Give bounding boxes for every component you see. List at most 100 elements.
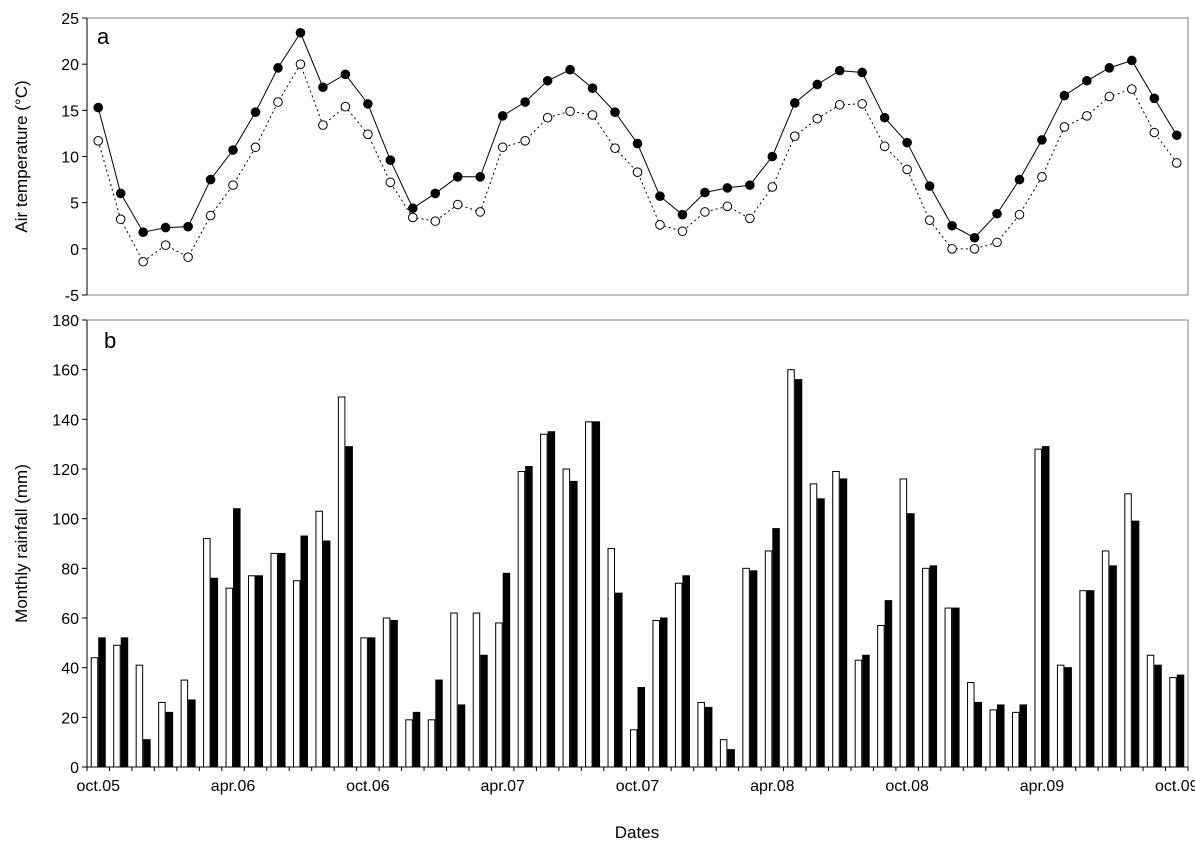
panel-b-y-tick-label: 100: [52, 512, 79, 529]
panel-b-y-tick-label: 160: [52, 363, 79, 380]
data-point-filled: [1127, 55, 1137, 66]
bar-filled: [907, 513, 915, 768]
bar-filled: [277, 552, 286, 768]
bar-open: [1079, 590, 1087, 768]
bar-filled: [480, 654, 488, 768]
panel-b-label: b: [104, 328, 116, 353]
x-tick-label: oct.08: [885, 778, 929, 795]
bar-open: [315, 510, 323, 768]
panel-b-bars: [90, 369, 1185, 768]
bar-filled: [390, 619, 398, 768]
panel-b-y-tick-label: 180: [52, 313, 79, 330]
data-point-open: [385, 177, 396, 188]
data-point-open: [160, 240, 171, 250]
bar-filled: [952, 607, 960, 768]
data-point-open: [722, 201, 733, 212]
data-point-filled: [789, 98, 800, 108]
bar-open: [832, 470, 840, 768]
data-point-open: [700, 207, 710, 217]
x-tick-label: apr.07: [480, 778, 525, 795]
bar-open: [1169, 677, 1177, 768]
panel-a-temperature-chart: a Air temperature (°C) -5 0 5 10 15 20 25: [12, 11, 1189, 305]
data-point-open: [992, 237, 1002, 248]
bar-open: [270, 552, 278, 768]
data-point-filled: [902, 137, 912, 148]
data-point-open: [93, 136, 104, 146]
data-point-filled: [160, 222, 171, 233]
data-point-open: [318, 120, 328, 130]
bar-filled: [682, 575, 690, 768]
bar-open: [225, 587, 234, 768]
panel-a-label: a: [97, 24, 110, 49]
panel-a-y-tick-label: -5: [65, 288, 79, 305]
bar-open: [135, 664, 144, 768]
bar-filled: [143, 739, 151, 768]
bar-filled: [345, 446, 353, 768]
bar-filled: [98, 637, 106, 768]
bar-open: [540, 433, 548, 768]
bar-filled: [525, 466, 533, 768]
data-point-filled: [475, 172, 486, 182]
panel-b-y-axis-label: Monthly rainfall (mm): [12, 464, 31, 623]
bar-filled: [1109, 565, 1117, 768]
series-line-open: [97, 63, 1178, 263]
data-point-filled: [610, 107, 620, 117]
bar-filled: [997, 704, 1005, 768]
data-point-filled: [1149, 93, 1160, 104]
bar-filled: [502, 572, 511, 768]
data-point-open: [632, 167, 643, 177]
data-point-open: [924, 215, 935, 226]
bar-open: [922, 567, 930, 768]
data-point-filled: [250, 107, 261, 117]
bar-filled: [727, 749, 735, 768]
data-point-open: [430, 216, 441, 226]
data-point-open: [969, 244, 980, 254]
panel-b-y-axis-label-group: Monthly rainfall (mm): [12, 464, 31, 623]
bar-open: [719, 739, 728, 768]
data-point-filled: [1171, 130, 1182, 141]
panel-b-y-tick-label: 20: [61, 710, 79, 727]
bar-filled: [615, 592, 623, 768]
bar-open: [877, 624, 885, 768]
bar-open: [113, 644, 121, 768]
x-tick-label: oct.09: [1155, 778, 1195, 795]
data-point-open: [1149, 127, 1160, 138]
bar-filled: [1176, 674, 1185, 768]
bar-open: [450, 612, 458, 768]
data-point-open: [205, 210, 216, 221]
data-point-filled: [834, 65, 845, 76]
data-point-open: [767, 182, 778, 192]
data-point-open: [228, 180, 238, 190]
bar-open: [989, 709, 998, 768]
bar-open: [854, 659, 863, 768]
bar-open: [360, 637, 368, 768]
data-point-open: [655, 220, 665, 230]
data-point-filled: [745, 180, 755, 190]
bar-open: [697, 701, 705, 768]
data-point-open: [857, 99, 867, 109]
x-tick-label: oct.07: [616, 778, 660, 795]
data-point-filled: [700, 187, 710, 198]
data-point-filled: [879, 112, 890, 123]
panel-a-series-points: [93, 27, 1182, 267]
bar-filled: [817, 498, 825, 768]
data-point-filled: [520, 97, 530, 107]
data-point-filled: [138, 227, 148, 238]
bar-open: [337, 396, 346, 768]
bar-filled: [120, 637, 129, 768]
data-point-open: [745, 213, 755, 224]
data-point-filled: [318, 82, 328, 93]
x-axis: oct.05 apr.06 oct.06 apr.07 oct.07 apr.08 oct.…: [76, 766, 1195, 795]
data-point-open: [295, 59, 306, 69]
bar-open: [809, 483, 818, 768]
bar-filled: [659, 617, 668, 768]
data-point-filled: [857, 67, 867, 78]
panel-a-y-tick-label: 10: [61, 150, 79, 167]
data-point-open: [565, 106, 575, 117]
bar-filled: [367, 637, 376, 768]
bar-filled: [884, 600, 893, 768]
data-point-filled: [1082, 75, 1092, 86]
data-point-open: [812, 113, 823, 124]
panel-b-y-tick-label: 80: [61, 561, 79, 578]
bar-open: [405, 719, 413, 768]
